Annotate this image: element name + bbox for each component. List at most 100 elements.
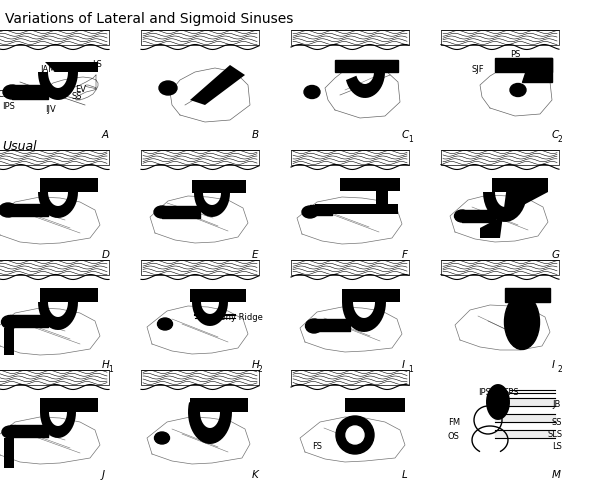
Text: I: I: [402, 360, 405, 370]
Bar: [291, 370, 409, 385]
Polygon shape: [340, 178, 400, 191]
Polygon shape: [192, 180, 246, 193]
Bar: [0, 150, 109, 165]
Polygon shape: [515, 178, 540, 192]
Polygon shape: [190, 289, 246, 302]
Text: L: L: [402, 470, 408, 480]
Text: SS: SS: [552, 418, 563, 427]
Bar: [141, 150, 259, 165]
Polygon shape: [40, 412, 76, 438]
Text: IPS: IPS: [478, 388, 491, 397]
Polygon shape: [495, 58, 552, 72]
Text: G: G: [552, 250, 560, 260]
Bar: [441, 150, 559, 165]
Text: 1: 1: [408, 365, 413, 374]
Text: LS: LS: [552, 442, 562, 451]
Text: OS: OS: [448, 432, 460, 441]
Ellipse shape: [157, 318, 173, 330]
Ellipse shape: [336, 416, 374, 454]
Text: F: F: [402, 250, 408, 260]
Polygon shape: [342, 302, 386, 332]
Polygon shape: [492, 178, 548, 192]
Polygon shape: [370, 398, 405, 412]
Text: SPS: SPS: [504, 388, 520, 397]
Polygon shape: [45, 62, 98, 72]
Text: E: E: [252, 250, 259, 260]
Text: SLS: SLS: [548, 430, 563, 439]
Text: SPS: SPS: [22, 85, 38, 94]
Text: C: C: [402, 130, 409, 140]
Polygon shape: [192, 302, 228, 326]
Polygon shape: [40, 398, 98, 412]
Bar: [141, 30, 259, 45]
Bar: [0, 30, 109, 45]
Polygon shape: [480, 178, 548, 238]
Polygon shape: [486, 384, 510, 420]
Text: 2: 2: [558, 135, 563, 144]
Polygon shape: [190, 398, 248, 412]
Polygon shape: [40, 288, 98, 302]
Text: ← Bony Ridge: ← Bony Ridge: [205, 313, 263, 322]
Text: K: K: [252, 470, 259, 480]
Text: 2: 2: [558, 365, 563, 374]
Ellipse shape: [304, 86, 320, 99]
Ellipse shape: [0, 203, 17, 217]
Polygon shape: [376, 191, 388, 204]
Ellipse shape: [155, 432, 170, 444]
Bar: [291, 30, 409, 45]
Text: Usual: Usual: [2, 140, 37, 153]
Polygon shape: [38, 72, 78, 100]
Text: 1: 1: [108, 365, 113, 374]
Text: SJF: SJF: [472, 65, 485, 74]
Bar: [291, 260, 409, 275]
Text: J: J: [102, 470, 105, 480]
Polygon shape: [335, 60, 398, 72]
Text: B: B: [252, 130, 259, 140]
Text: LS: LS: [92, 60, 102, 69]
Polygon shape: [38, 302, 78, 330]
Bar: [441, 260, 559, 275]
Text: IAM: IAM: [40, 65, 56, 74]
Polygon shape: [188, 402, 232, 444]
Text: SS: SS: [72, 92, 83, 101]
Text: H: H: [252, 360, 260, 370]
Polygon shape: [346, 72, 385, 98]
Bar: [141, 260, 259, 275]
Bar: [441, 30, 559, 45]
Ellipse shape: [2, 426, 18, 438]
Polygon shape: [315, 204, 398, 214]
Bar: [0, 370, 109, 385]
Text: C: C: [552, 130, 559, 140]
Ellipse shape: [1, 315, 19, 329]
Text: 1: 1: [408, 135, 413, 144]
Text: FM: FM: [448, 418, 460, 427]
Text: CS: CS: [0, 90, 9, 99]
Polygon shape: [38, 192, 78, 218]
Polygon shape: [194, 193, 230, 217]
Polygon shape: [4, 438, 14, 468]
Text: PS: PS: [510, 50, 520, 59]
Text: Variations of Lateral and Sigmoid Sinuses: Variations of Lateral and Sigmoid Sinuse…: [5, 12, 293, 26]
Polygon shape: [4, 328, 14, 355]
Polygon shape: [483, 192, 527, 222]
Text: D: D: [102, 250, 110, 260]
Text: IPS: IPS: [2, 102, 15, 111]
Text: I: I: [552, 360, 555, 370]
Ellipse shape: [346, 426, 364, 444]
Text: M: M: [552, 470, 561, 480]
Ellipse shape: [159, 81, 177, 95]
Polygon shape: [522, 58, 552, 82]
Bar: [291, 150, 409, 165]
Ellipse shape: [455, 210, 470, 222]
Ellipse shape: [302, 206, 318, 218]
Polygon shape: [40, 178, 98, 192]
Text: JB: JB: [552, 400, 560, 409]
Ellipse shape: [510, 84, 526, 97]
Text: H: H: [102, 360, 110, 370]
Ellipse shape: [154, 206, 170, 218]
Text: A: A: [102, 130, 109, 140]
Text: EV: EV: [75, 85, 86, 94]
Bar: [0, 260, 109, 275]
Text: 2: 2: [258, 365, 263, 374]
Ellipse shape: [3, 85, 21, 99]
